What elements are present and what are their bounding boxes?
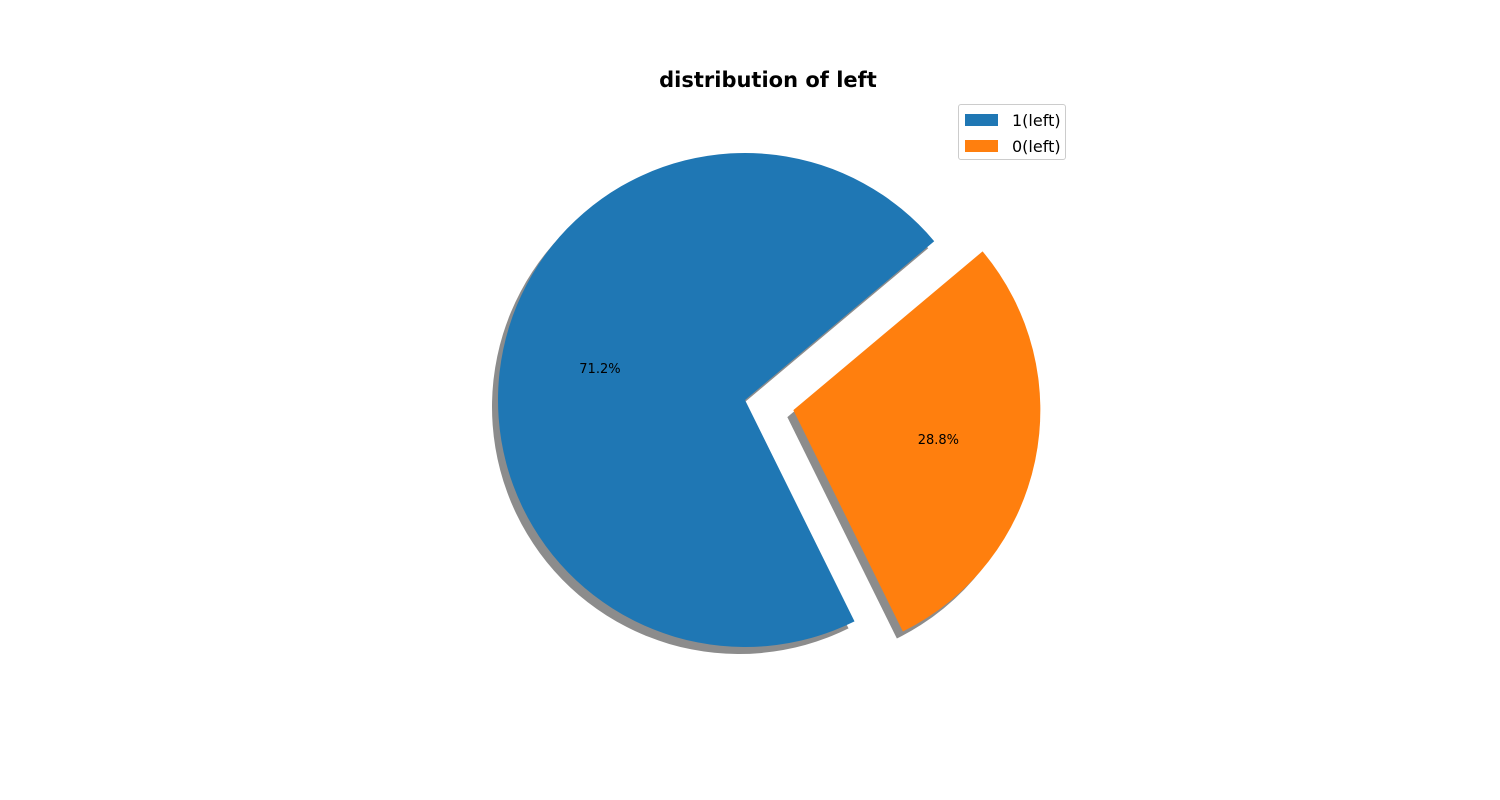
pie-slices [498,153,1041,647]
slice-label-1: 28.8% [918,433,959,448]
legend-item-0: 1(left) [965,110,1061,130]
legend-item-1: 0(left) [965,136,1061,156]
chart-title: distribution of left [659,68,877,92]
legend-label-1: 0(left) [1012,136,1061,156]
legend-swatch-0 [965,114,998,126]
legend: 1(left) 0(left) [958,104,1066,160]
pie-slice-0 [498,153,935,647]
slice-label-0: 71.2% [579,362,620,377]
legend-swatch-1 [965,140,998,152]
legend-label-0: 1(left) [1012,110,1061,130]
pie-slice-1 [793,251,1041,632]
slice-labels: 71.2% 28.8% [579,362,959,448]
